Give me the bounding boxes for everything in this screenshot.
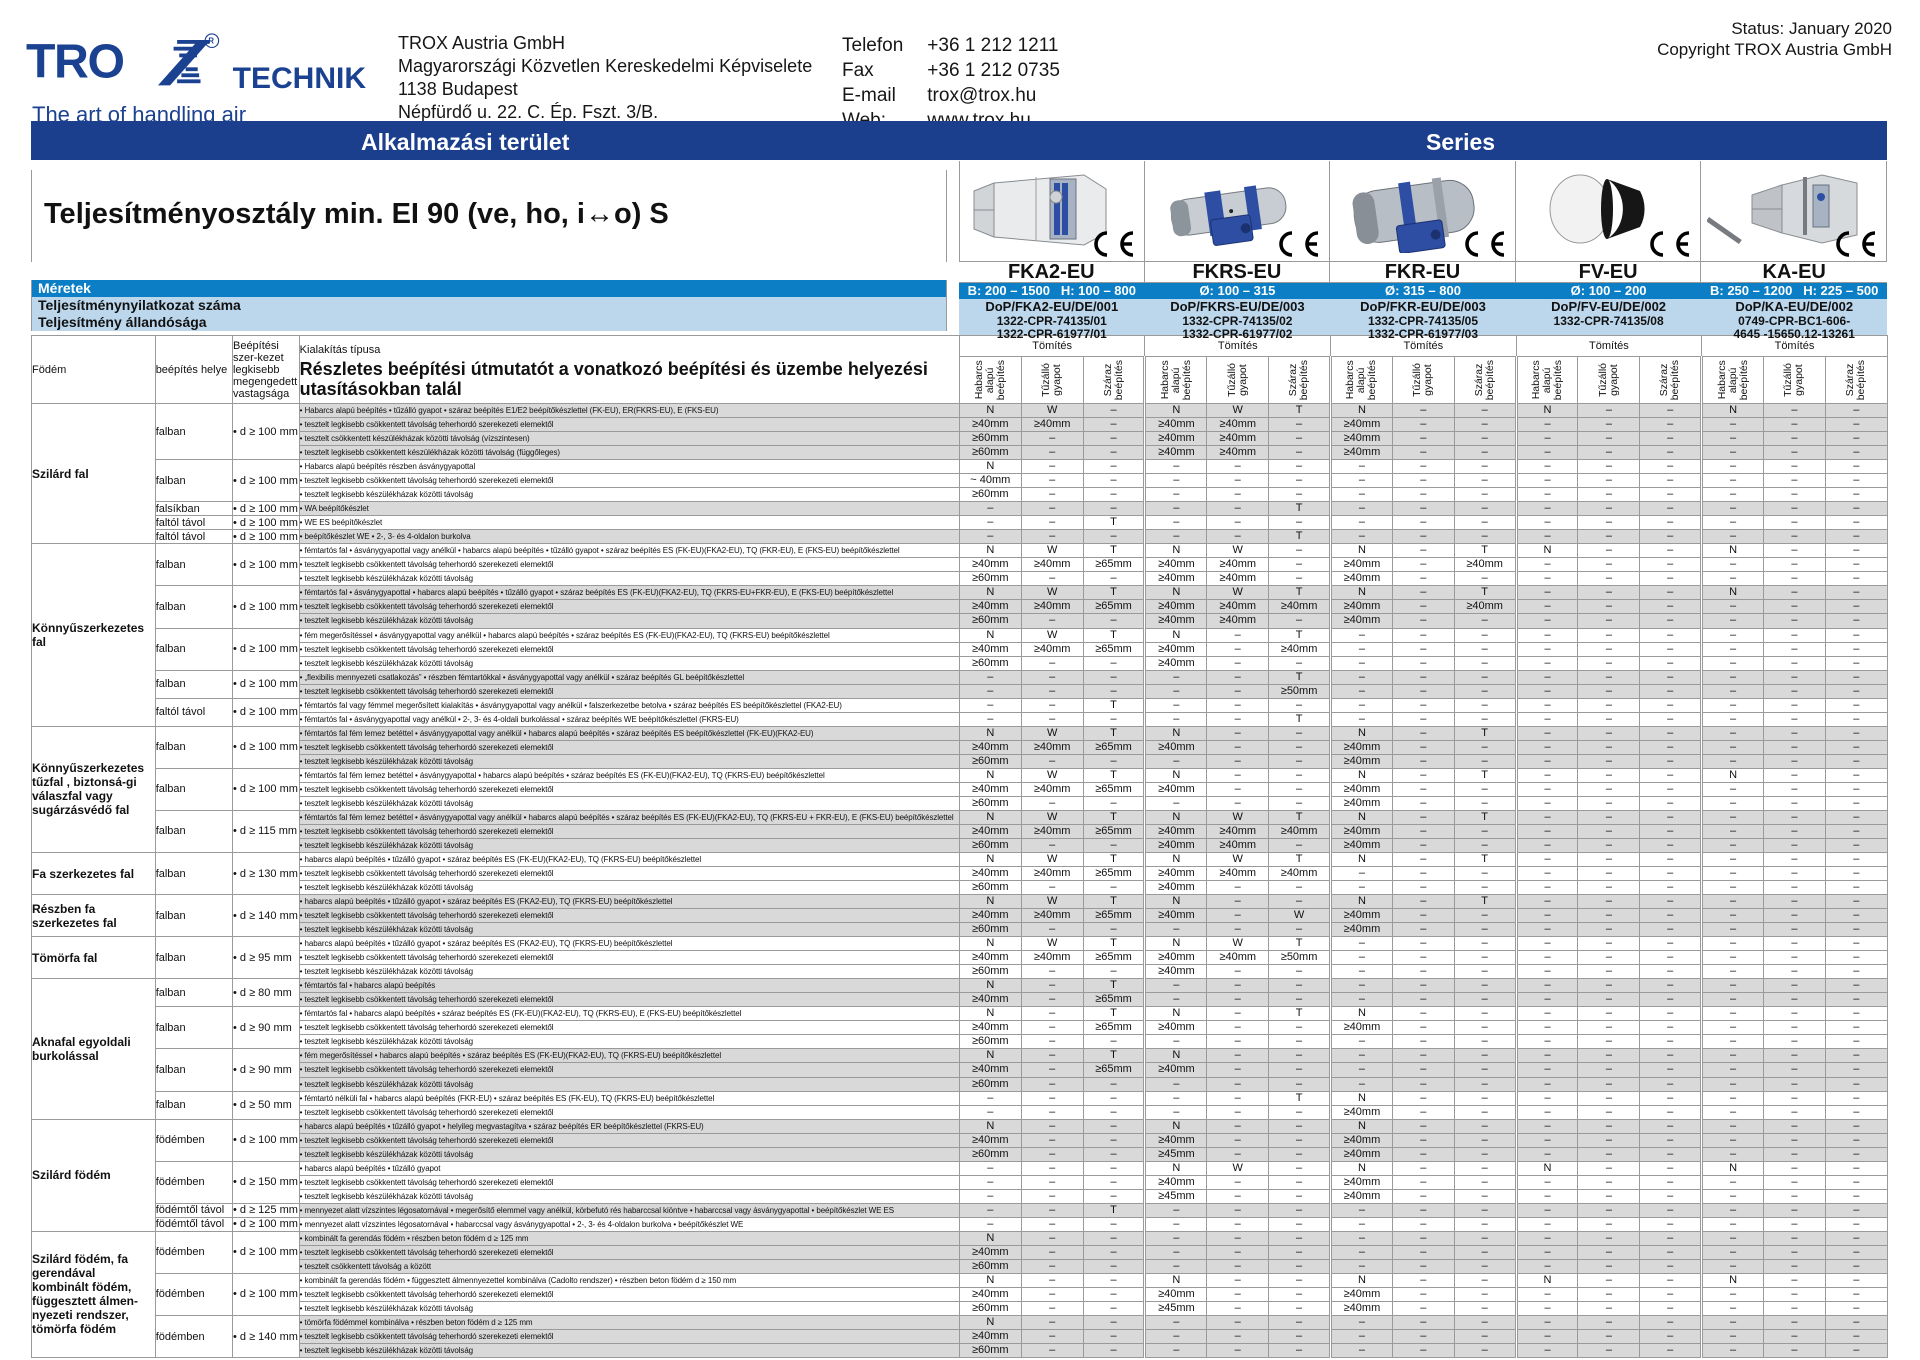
svg-text:TRO: TRO (26, 35, 124, 89)
svg-text:R: R (208, 37, 214, 46)
